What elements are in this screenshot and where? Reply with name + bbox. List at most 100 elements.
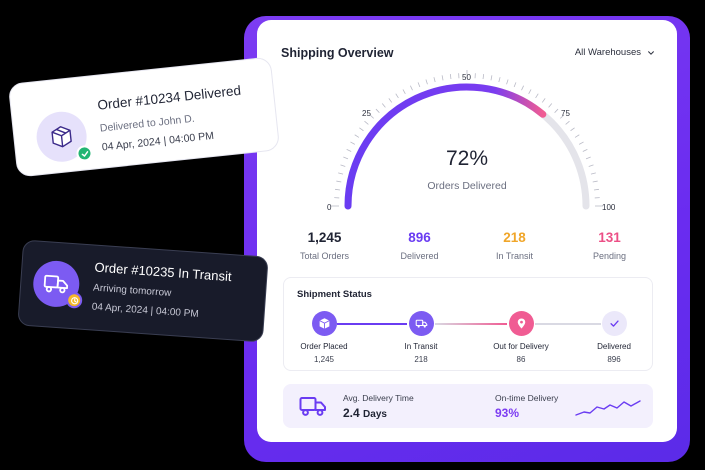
gauge-tick-mark bbox=[369, 114, 374, 119]
gauge-tick-mark bbox=[441, 75, 444, 81]
gauge-tick-mark bbox=[364, 120, 369, 125]
stat-label: Total Orders bbox=[299, 251, 350, 261]
step-label: Order Placed bbox=[300, 342, 348, 351]
delivery-gauge bbox=[331, 70, 603, 210]
truck-icon bbox=[299, 397, 326, 416]
gauge-tick-mark bbox=[535, 93, 539, 99]
gauge-tick-mark bbox=[388, 98, 393, 103]
package-icon bbox=[51, 126, 72, 148]
gauge-tick-mark bbox=[346, 149, 352, 152]
truck-icon bbox=[43, 274, 69, 294]
card-datetime: 04 Apr, 2024 | 04:00 PM bbox=[91, 301, 200, 320]
step-label: Delivered bbox=[597, 342, 631, 351]
gauge-tick-mark bbox=[574, 134, 580, 138]
step-count: 896 bbox=[607, 355, 621, 364]
order-delivered-card[interactable]: Order #10234 Delivered Delivered to John… bbox=[7, 56, 281, 178]
order-in-transit-card[interactable]: Order #10235 In Transit Arriving tomorro… bbox=[17, 239, 269, 343]
gauge-tick-mark bbox=[554, 108, 559, 113]
card-icon-circle bbox=[34, 109, 94, 165]
step-connector bbox=[435, 323, 507, 325]
gauge-tick-mark bbox=[548, 103, 553, 108]
stats-row: 1,245 Total Orders 896 Delivered 218 In … bbox=[277, 230, 657, 261]
gauge-tick-mark bbox=[588, 164, 594, 167]
gauge-tick-mark bbox=[582, 149, 588, 152]
card-icon-circle bbox=[31, 259, 83, 309]
step-icon-circle bbox=[311, 311, 337, 336]
ontime-delivery-value: 93% bbox=[495, 406, 520, 420]
clock-icon bbox=[70, 296, 78, 304]
panel-title: Shipping Overview bbox=[281, 46, 394, 60]
step-icon-circle bbox=[601, 311, 627, 336]
gauge-tick-mark bbox=[570, 127, 575, 132]
gauge-tick-100: 100 bbox=[602, 203, 616, 212]
chevron-down-icon bbox=[648, 50, 654, 55]
gauge-tick-mark bbox=[395, 93, 399, 99]
stat-total-orders: 1,245 Total Orders bbox=[277, 230, 372, 261]
gauge-tick-mark bbox=[521, 85, 524, 91]
gauge-tick-mark bbox=[410, 85, 413, 91]
stat-value: 131 bbox=[598, 230, 621, 245]
stat-pending: 131 Pending bbox=[562, 230, 657, 261]
gauge-tick-mark bbox=[482, 73, 485, 80]
step-order-placed[interactable]: Order Placed 1,245 bbox=[284, 311, 364, 364]
gauge-tick-mark bbox=[593, 188, 600, 191]
gauge-tick-mark bbox=[513, 82, 517, 88]
warehouse-dropdown[interactable]: All Warehouses bbox=[575, 47, 655, 58]
stat-label: In Transit bbox=[495, 251, 533, 261]
gauge-tick-50: 50 bbox=[462, 73, 471, 82]
step-delivered[interactable]: Delivered 896 bbox=[574, 311, 654, 364]
ontime-sparkline bbox=[575, 400, 641, 416]
gauge-tick-mark bbox=[449, 73, 452, 80]
gauge-tick-mark bbox=[590, 172, 596, 175]
gauge-tick-mark bbox=[560, 114, 565, 119]
clock-badge bbox=[65, 291, 83, 309]
gauge-tick-mark bbox=[417, 82, 421, 88]
ontime-delivery-label: On-time Delivery bbox=[495, 393, 559, 403]
gauge-tick-mark bbox=[375, 108, 380, 113]
gauge-tick-mark bbox=[334, 188, 341, 191]
check-badge bbox=[75, 144, 94, 163]
check-icon bbox=[609, 320, 619, 327]
avg-delivery-value: 2.4 Days bbox=[343, 406, 387, 420]
check-icon bbox=[81, 150, 88, 157]
gauge-tick-mark bbox=[354, 134, 360, 138]
step-connector bbox=[535, 323, 601, 325]
gauge-tick-mark bbox=[425, 79, 428, 85]
gauge-tick-mark bbox=[541, 98, 546, 103]
stat-value: 896 bbox=[408, 230, 431, 245]
stat-value: 218 bbox=[503, 230, 526, 245]
step-count: 86 bbox=[516, 355, 526, 364]
gauge-tick-75: 75 bbox=[561, 109, 570, 118]
stat-value: 1,245 bbox=[307, 230, 342, 245]
stat-label: Delivered bbox=[400, 251, 439, 261]
step-count: 1,245 bbox=[313, 355, 335, 364]
shipping-overview-panel: Shipping Overview All Warehouses 0 25 50… bbox=[257, 20, 677, 442]
truck-icon bbox=[415, 319, 427, 328]
step-in-transit[interactable]: In Transit 218 bbox=[381, 311, 461, 364]
gauge-label: Orders Delivered bbox=[427, 180, 507, 192]
gauge-tick-mark bbox=[350, 141, 356, 145]
step-out-for-delivery[interactable]: Out for Delivery 86 bbox=[481, 311, 561, 364]
gauge-tick-mark bbox=[498, 77, 501, 83]
gauge-tick-mark bbox=[506, 79, 509, 85]
gauge-tick-mark bbox=[340, 164, 346, 167]
card-subtitle: Arriving tomorrow bbox=[92, 282, 172, 299]
package-icon bbox=[318, 318, 330, 329]
card-datetime: 04 Apr, 2024 | 04:00 PM bbox=[101, 129, 215, 154]
gauge-tick-mark bbox=[402, 89, 406, 95]
shipment-status-title: Shipment Status bbox=[297, 289, 372, 300]
gauge-tick-mark bbox=[565, 120, 570, 125]
gauge-tick-mark bbox=[433, 77, 436, 83]
warehouse-dropdown-label: All Warehouses bbox=[574, 47, 641, 58]
stat-label: Pending bbox=[592, 251, 627, 261]
step-count: 218 bbox=[414, 355, 428, 364]
location-pin-icon bbox=[517, 318, 525, 329]
step-label: Out for Delivery bbox=[493, 342, 549, 351]
step-connector bbox=[337, 323, 407, 325]
gauge-tick-0: 0 bbox=[327, 203, 332, 212]
gauge-tick-mark bbox=[585, 156, 591, 160]
card-title: Order #10235 In Transit bbox=[94, 259, 233, 285]
gauge-tick-mark bbox=[343, 156, 349, 160]
shipment-status-card: Shipment Status Order Placed 1,245 In Tr… bbox=[283, 277, 653, 371]
